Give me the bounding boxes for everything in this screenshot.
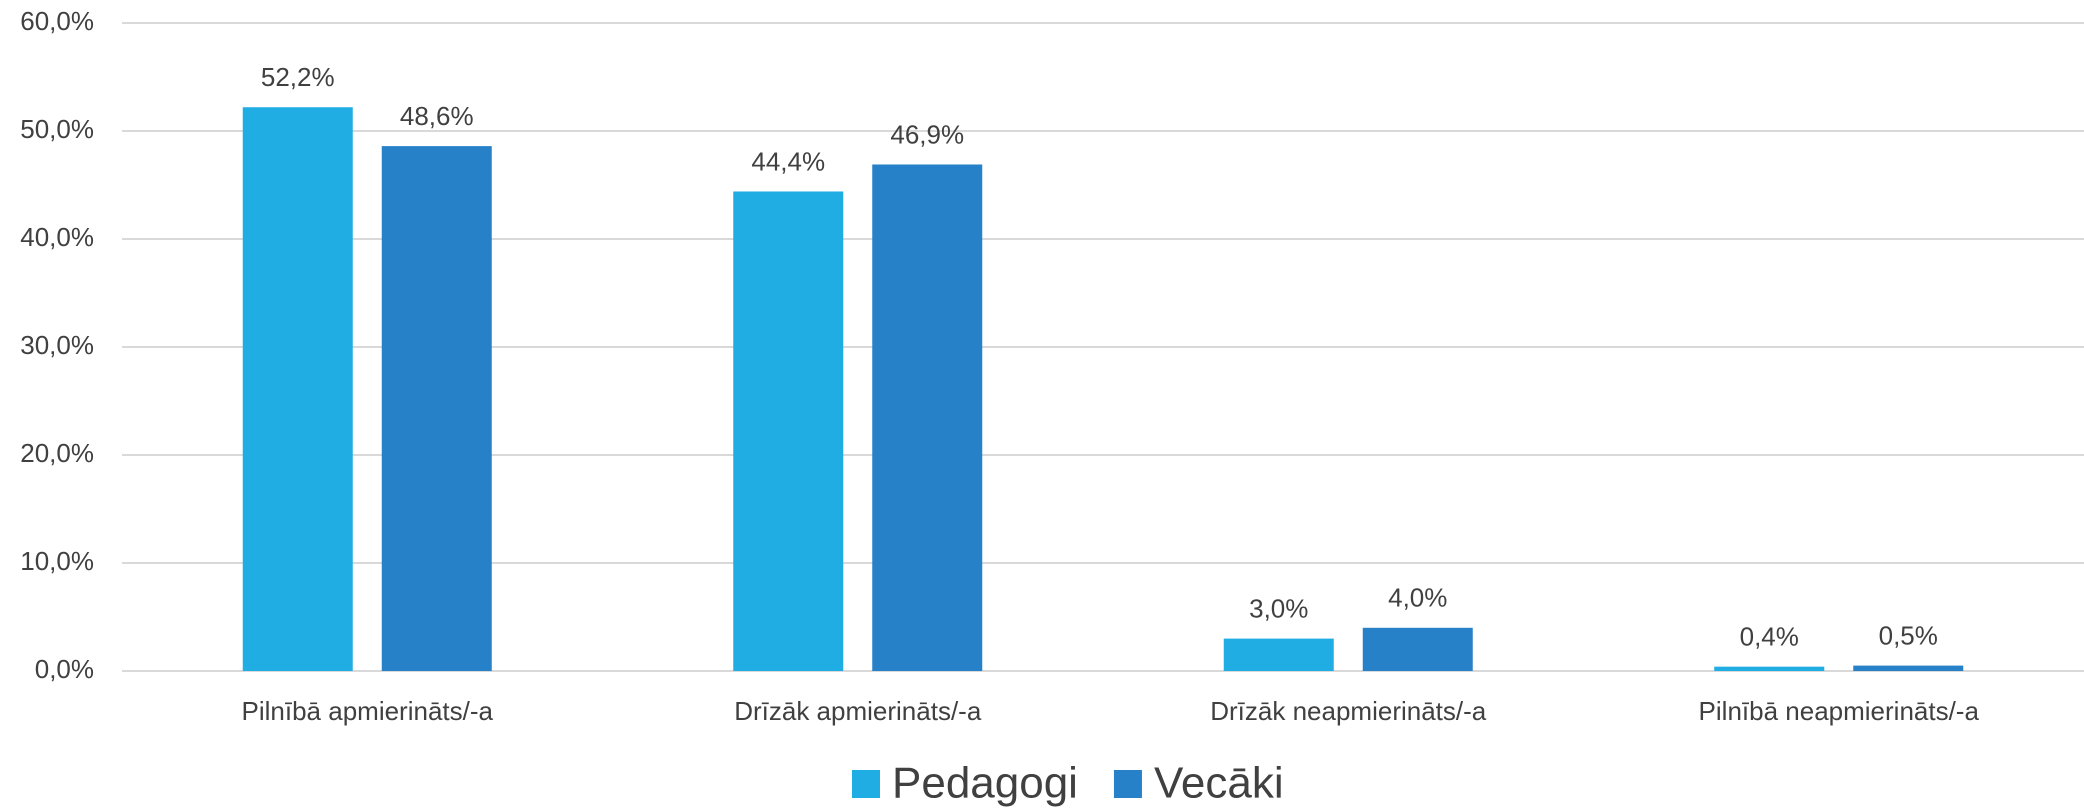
- x-tick-label: Drīzāk neapmierināts/-a: [1210, 696, 1487, 726]
- value-label: 0,5%: [1879, 620, 1938, 650]
- value-label: 3,0%: [1249, 593, 1308, 623]
- bar: [381, 146, 492, 671]
- value-label: 4,0%: [1388, 583, 1447, 613]
- bar: [733, 191, 844, 672]
- bar: [1853, 665, 1964, 671]
- legend-label: Pedagogi: [892, 759, 1078, 807]
- x-tick-label: Pilnībā apmierināts/-a: [242, 696, 494, 726]
- y-tick-label: 30,0%: [20, 330, 94, 360]
- legend-swatch: [852, 770, 880, 798]
- y-tick-label: 60,0%: [20, 6, 94, 36]
- y-tick-label: 0,0%: [35, 654, 94, 684]
- y-tick-label: 10,0%: [20, 546, 94, 576]
- value-label: 46,9%: [890, 119, 964, 149]
- x-tick-label: Pilnībā neapmierināts/-a: [1699, 696, 1980, 726]
- bar: [242, 107, 353, 672]
- value-label: 52,2%: [261, 62, 335, 92]
- bar: [1223, 638, 1334, 671]
- x-tick-label: Drīzāk apmierināts/-a: [734, 696, 982, 726]
- bar: [1362, 627, 1473, 671]
- y-tick-label: 20,0%: [20, 438, 94, 468]
- y-tick-label: 40,0%: [20, 222, 94, 252]
- bar: [1714, 666, 1825, 671]
- y-tick-label: 50,0%: [20, 114, 94, 144]
- legend-swatch: [1113, 770, 1142, 798]
- value-label: 44,4%: [751, 146, 825, 176]
- legend-label: Vecāki: [1154, 759, 1284, 807]
- bar: [872, 164, 983, 672]
- value-label: 48,6%: [400, 101, 474, 131]
- value-label: 0,4%: [1740, 622, 1799, 652]
